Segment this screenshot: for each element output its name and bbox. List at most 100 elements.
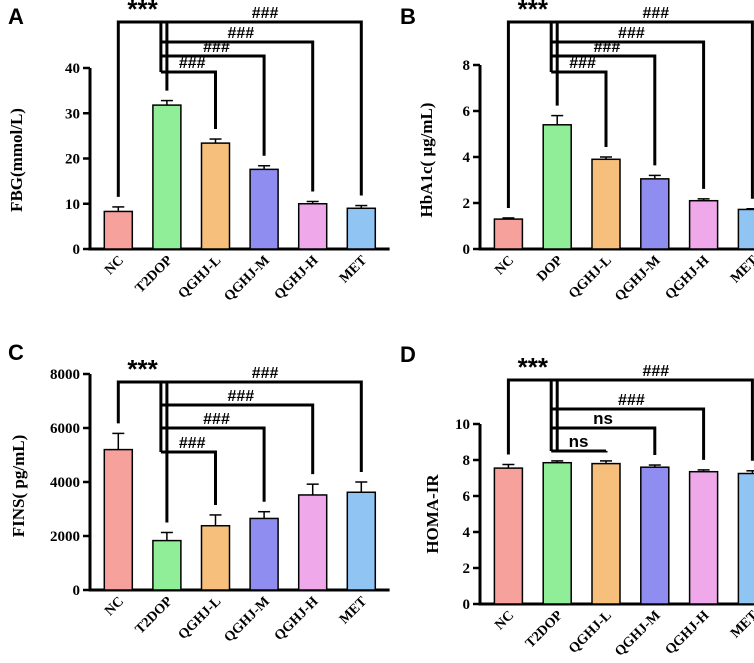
- y-tick-label: 0: [463, 597, 471, 613]
- bar: [249, 517, 279, 591]
- bar: [200, 142, 231, 250]
- y-tick-label: 0: [463, 242, 471, 258]
- significance-label: ***: [518, 0, 549, 24]
- category-label: MET: [337, 253, 371, 287]
- y-tick-label: 8000: [50, 367, 80, 383]
- panel-letter: C: [8, 340, 24, 365]
- y-tick-label: 10: [65, 197, 80, 213]
- significance-bracket: [160, 380, 363, 472]
- category-label: NC: [102, 594, 127, 619]
- bar: [542, 461, 572, 605]
- significance-label: ###: [203, 411, 230, 428]
- bar: [200, 524, 231, 591]
- y-tick-label: 2000: [50, 529, 80, 545]
- category-label: NC: [102, 253, 127, 278]
- significance-label: ***: [127, 354, 158, 384]
- panel-a: A 0 10 20 30 40 FBG(mmol/L) NC T2DOP QGHJ-LQGHJ-M…: [7, 0, 390, 305]
- y-tick-label: 4: [463, 150, 471, 166]
- category-label: QGHJ-H: [663, 608, 713, 658]
- significance-bracket: [551, 70, 608, 147]
- bar: [737, 472, 754, 605]
- y-tick-label: 4000: [50, 475, 80, 491]
- bar: [249, 168, 279, 250]
- y-tick-label: 2: [463, 561, 471, 577]
- bar: [591, 158, 621, 250]
- category-label: MET: [728, 608, 754, 642]
- y-tick-label: 30: [65, 106, 80, 122]
- y-tick-label: 40: [65, 61, 80, 77]
- bar: [542, 124, 572, 250]
- category-label: T2DOP: [133, 594, 176, 637]
- y-tick-label: 0: [73, 583, 81, 599]
- category-label: T2DOP: [523, 608, 566, 651]
- category-label: QGHJ-H: [272, 594, 322, 644]
- y-tick-label: 4: [463, 525, 471, 541]
- panel-letter: A: [8, 4, 24, 29]
- category-label: QGHJ-L: [176, 253, 225, 302]
- panel-letter: B: [400, 4, 416, 29]
- category-label: QGHJ-L: [176, 594, 225, 643]
- significance-bracket: [160, 40, 315, 192]
- significance-bracket: [551, 20, 754, 199]
- bar: [493, 218, 524, 250]
- significance-label: ###: [618, 25, 645, 42]
- bar: [640, 466, 670, 605]
- y-axis-label: HOMA-IR: [423, 474, 442, 554]
- y-tick-label: 6: [463, 489, 471, 505]
- bar: [152, 539, 182, 591]
- significance-label: ###: [252, 5, 279, 22]
- significance-bracket: [506, 378, 559, 455]
- y-tick-label: 0: [73, 242, 81, 258]
- bar: [346, 207, 377, 250]
- bar: [103, 210, 134, 250]
- y-tick-label: 6: [463, 104, 471, 120]
- significance-bracket: [160, 20, 363, 196]
- significance-label: ###: [179, 55, 206, 72]
- y-axis-label: FINS( pg/mL): [9, 435, 28, 537]
- y-axis-label: HbA1c( μg/mL): [417, 103, 436, 218]
- y-tick-label: 20: [65, 152, 80, 168]
- bar: [297, 494, 328, 591]
- bar: [103, 448, 134, 591]
- significance-label: ns: [569, 432, 589, 451]
- category-label: QGHJ-L: [566, 608, 615, 657]
- y-tick-label: 10: [455, 417, 470, 433]
- panel-letter: D: [400, 342, 416, 367]
- significance-label: ###: [642, 363, 669, 380]
- significance-bracket: [506, 20, 559, 208]
- category-label: QGHJ-M: [612, 608, 663, 659]
- bar: [346, 491, 377, 591]
- significance-bracket: [551, 54, 657, 166]
- significance-bracket: [551, 40, 706, 189]
- category-label: DOP: [535, 253, 567, 285]
- significance-bracket: [160, 54, 266, 156]
- y-tick-label: 6000: [50, 421, 80, 437]
- significance-bracket: [551, 407, 706, 460]
- bar: [688, 470, 719, 605]
- category-label: QGHJ-H: [663, 253, 713, 303]
- y-tick-label: 8: [463, 453, 471, 469]
- significance-bracket: [160, 70, 217, 130]
- category-label: NC: [492, 608, 517, 633]
- bar: [493, 467, 524, 605]
- significance-bracket: [551, 426, 657, 456]
- bar: [640, 178, 670, 250]
- significance-label: ns: [593, 409, 613, 428]
- significance-label: ***: [518, 352, 549, 382]
- significance-label: ###: [618, 392, 645, 409]
- y-tick-label: 8: [463, 58, 471, 74]
- category-label: QGHJ-M: [612, 253, 663, 304]
- significance-label: ###: [252, 365, 279, 382]
- category-label: MET: [337, 594, 371, 628]
- significance-label: ###: [227, 25, 254, 42]
- category-label: T2DOP: [133, 253, 176, 296]
- significance-bracket: [160, 403, 315, 475]
- category-label: NC: [492, 253, 517, 278]
- bar: [297, 203, 328, 250]
- category-label: QGHJ-H: [272, 253, 322, 303]
- significance-label: ###: [179, 435, 206, 452]
